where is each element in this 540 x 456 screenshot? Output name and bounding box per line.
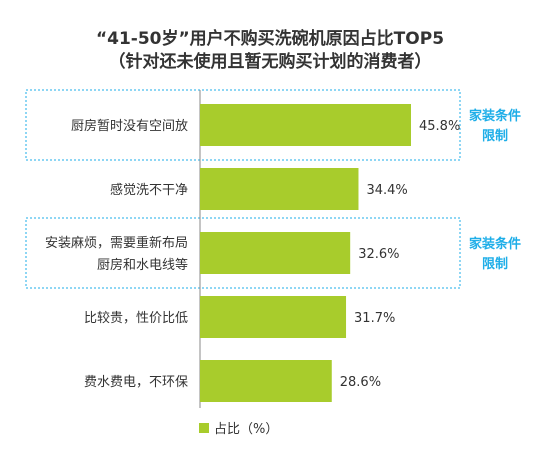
chart-title: “41-50岁”用户不购买洗碗机原因占比TOP5 (95, 29, 445, 49)
category-label: 安装麻烦，需要重新布局 (45, 235, 188, 251)
category-label: 比较贵，性价比低 (84, 311, 188, 326)
category-label: 厨房暂时没有空间放 (71, 118, 188, 134)
category-label: 厨房和水电线等 (97, 257, 188, 273)
data-label: 45.8% (419, 119, 460, 134)
chart-subtitle: （针对还未使用且暂无购买计划的消费者） (108, 52, 432, 72)
annotation-note: 限制 (482, 256, 508, 272)
legend-swatch (199, 423, 209, 433)
annotation-box (25, 217, 461, 289)
data-label: 28.6% (340, 375, 381, 390)
data-label: 32.6% (358, 247, 399, 262)
annotation-box (25, 89, 461, 161)
bar (200, 360, 332, 402)
annotation-note: 限制 (482, 128, 508, 144)
data-label: 34.4% (366, 183, 407, 198)
bar (200, 232, 351, 274)
legend-label: 占比（%） (214, 422, 278, 437)
data-label: 31.7% (354, 311, 395, 326)
bar (200, 104, 411, 146)
bar (200, 296, 347, 338)
annotation-note: 家装条件 (469, 108, 521, 124)
annotation-note: 家装条件 (469, 236, 521, 252)
bar (200, 168, 359, 210)
category-label: 费水费电，不环保 (84, 375, 188, 390)
category-label: 感觉洗不干净 (110, 182, 188, 198)
